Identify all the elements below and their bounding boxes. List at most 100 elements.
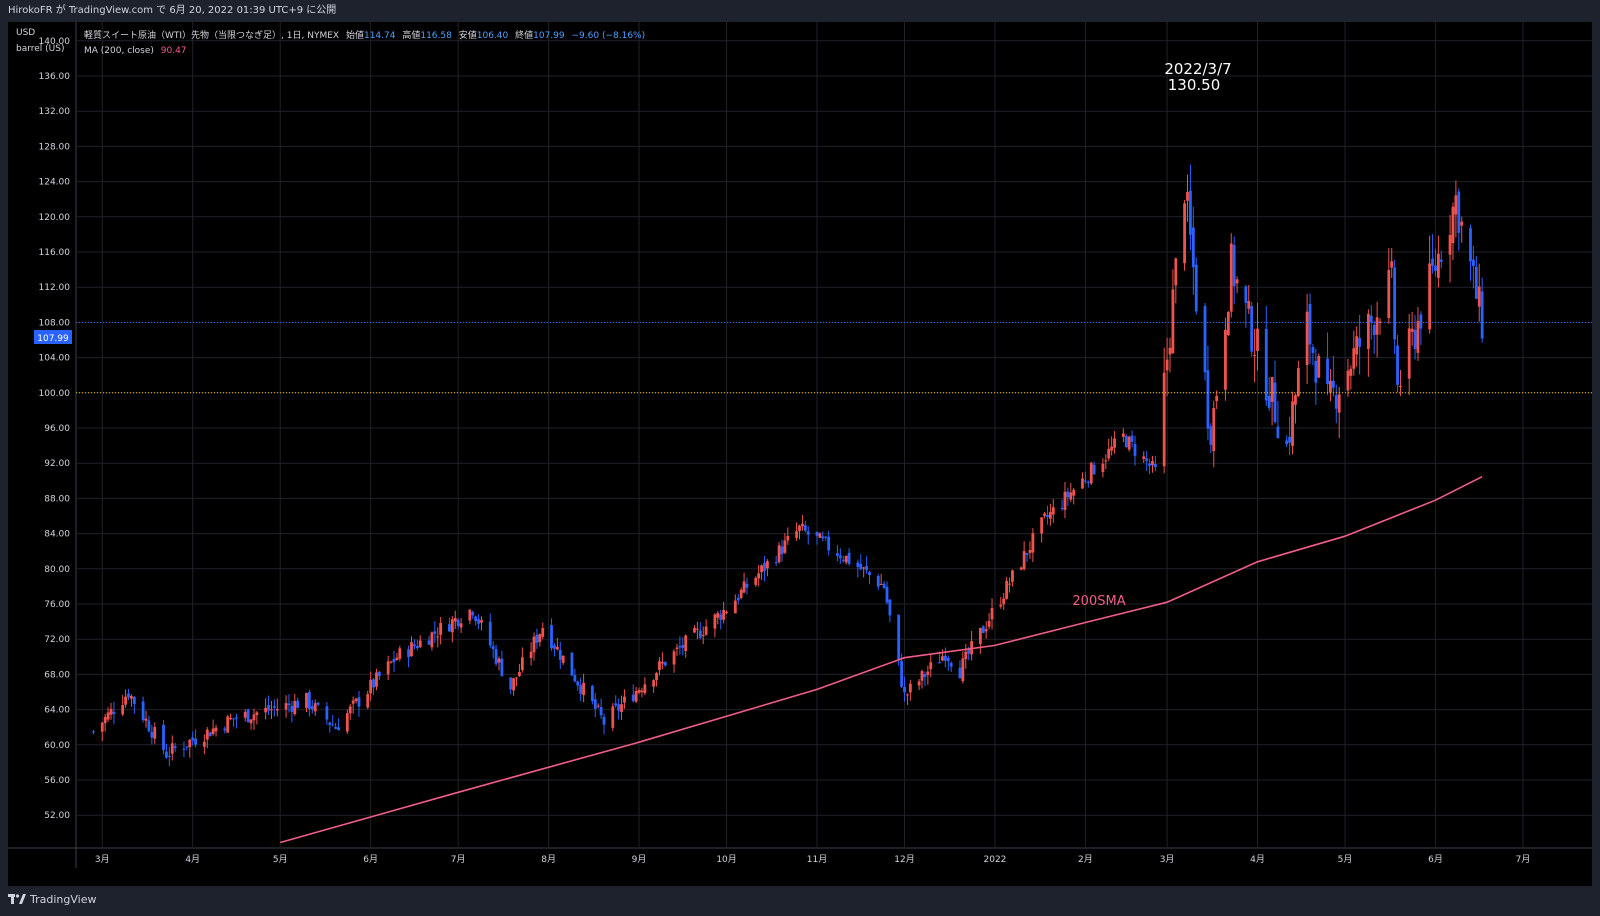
- candle-body: [235, 717, 238, 719]
- ma-label: MA (200, close): [84, 46, 154, 56]
- candle-body: [205, 729, 209, 740]
- candle-body: [672, 651, 676, 665]
- candle-body: [194, 738, 198, 745]
- candle-body: [876, 575, 880, 587]
- candle-body: [777, 545, 781, 563]
- candle-body: [500, 658, 504, 677]
- x-tick-label: 2022: [984, 855, 1007, 865]
- candle-body: [430, 632, 434, 648]
- candle-body: [112, 711, 116, 714]
- candle-body: [981, 626, 985, 634]
- candle-body: [1460, 221, 1464, 226]
- candle-body: [334, 727, 338, 729]
- y-tick-label: 92.00: [44, 459, 70, 469]
- candle-body: [681, 644, 685, 648]
- candle-body: [453, 617, 457, 622]
- candle-body: [1393, 267, 1397, 340]
- y-tick-label: 76.00: [44, 600, 70, 610]
- candle-body: [474, 616, 478, 622]
- candle-body: [520, 657, 524, 671]
- candle-body: [1025, 552, 1029, 555]
- candle-body: [310, 706, 314, 710]
- candle-body: [328, 722, 332, 725]
- candle-body: [1189, 190, 1192, 235]
- x-tick-label: 3月: [95, 854, 110, 865]
- time-axis[interactable]: 3月 4月 5月 6月 7月 8月 9月 10月 11月 12月 2022 2月 3月 4月 5月 6月 7月: [95, 854, 1530, 865]
- chart-area[interactable]: 52.00 56.00 60.00 64.00 68.00 72.00 76.00 80.00…: [8, 22, 1592, 886]
- candle-body: [652, 680, 656, 687]
- candle-body: [529, 651, 533, 659]
- candle-body: [246, 709, 250, 723]
- tradingview-logo[interactable]: TradingView: [8, 893, 96, 906]
- candle-body: [1226, 311, 1230, 336]
- candle-body: [378, 672, 381, 676]
- candle-body: [745, 583, 749, 588]
- candle-body: [243, 711, 247, 718]
- candle-body: [1051, 507, 1055, 515]
- low-value: 106.40: [477, 31, 509, 41]
- indicator-lines: [76, 321, 1592, 844]
- candle-body: [946, 657, 950, 662]
- candle-body: [202, 741, 206, 747]
- candle-body: [284, 703, 288, 710]
- candle-body: [1174, 258, 1178, 286]
- high-value: 116.58: [420, 31, 452, 41]
- candle-body: [1288, 436, 1292, 443]
- price-axis[interactable]: 52.00 56.00 60.00 64.00 68.00 72.00 76.00 80.00…: [39, 37, 71, 821]
- x-tick-label: 11月: [807, 854, 827, 865]
- candle-body: [655, 672, 658, 681]
- candle-body: [920, 671, 924, 681]
- current-price-label: 107.99: [37, 334, 69, 344]
- candle-body: [970, 641, 974, 655]
- candle-body: [150, 731, 154, 738]
- candle-body: [1407, 328, 1411, 379]
- candle-body: [929, 662, 933, 670]
- candle-body: [558, 649, 562, 660]
- candle-body: [121, 705, 125, 715]
- candle-body: [658, 661, 661, 671]
- candle-body: [774, 562, 778, 564]
- candle-body: [141, 701, 145, 721]
- y-tick-label: 100.00: [39, 389, 71, 399]
- candle-body: [106, 712, 110, 720]
- candle-body: [1416, 320, 1420, 353]
- candle-body: [351, 700, 355, 704]
- y-tick-label: 88.00: [44, 494, 70, 504]
- candle-body: [582, 682, 586, 696]
- candle-body: [900, 660, 904, 687]
- candle-body: [1469, 228, 1472, 262]
- candle-body: [815, 531, 819, 536]
- candle-body: [1215, 395, 1219, 402]
- y-tick-label: 124.00: [39, 178, 71, 188]
- candle-body: [1162, 372, 1166, 467]
- candle-body: [798, 525, 801, 532]
- candle-body: [1355, 336, 1359, 355]
- candle-body: [783, 540, 787, 553]
- candle-body: [272, 706, 276, 708]
- candle-body: [862, 567, 866, 569]
- candle-body: [1191, 227, 1195, 268]
- unit-barrel: barrel (US): [16, 44, 65, 54]
- candle-body: [1329, 380, 1332, 393]
- candle-body: [1235, 279, 1239, 284]
- candle-body: [386, 661, 390, 675]
- candle-body: [949, 662, 953, 667]
- y-tick-label: 60.00: [44, 741, 70, 751]
- candle-body: [573, 675, 577, 682]
- candle-body: [1101, 463, 1105, 472]
- x-tick-label: 8月: [541, 854, 556, 865]
- candle-body: [602, 716, 606, 725]
- candle-body: [147, 720, 151, 732]
- candle-body: [1457, 191, 1461, 233]
- candle-body: [978, 627, 982, 645]
- candle-body: [1314, 360, 1318, 383]
- price-chart[interactable]: 52.00 56.00 60.00 64.00 68.00 72.00 76.00 80.00…: [8, 22, 1592, 886]
- candle-body: [1270, 376, 1274, 402]
- low-label: 安値: [459, 29, 477, 41]
- candle-body: [824, 536, 828, 538]
- candle-body: [888, 599, 892, 616]
- candle-body: [859, 563, 863, 570]
- candle-body: [398, 648, 402, 659]
- candle-body: [369, 679, 373, 694]
- candle-body: [838, 555, 842, 559]
